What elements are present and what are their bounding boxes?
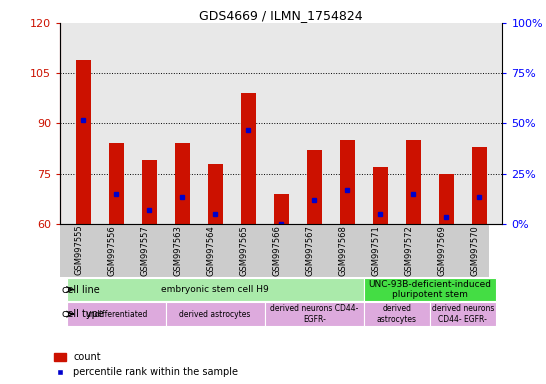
Text: GSM997557: GSM997557: [140, 225, 149, 276]
Bar: [406, 140, 420, 224]
Text: GSM997565: GSM997565: [239, 225, 248, 276]
Text: UNC-93B-deficient-induced
pluripotent stem: UNC-93B-deficient-induced pluripotent st…: [368, 280, 491, 299]
Text: GSM997568: GSM997568: [338, 225, 347, 276]
Bar: [76, 60, 91, 224]
Text: undifferentiated: undifferentiated: [85, 310, 147, 319]
Text: GSM997563: GSM997563: [173, 225, 182, 276]
Bar: [175, 144, 189, 224]
Bar: [430, 302, 496, 326]
Text: derived
astrocytes: derived astrocytes: [377, 305, 417, 324]
Bar: [165, 302, 265, 326]
Text: embryonic stem cell H9: embryonic stem cell H9: [161, 285, 269, 294]
Bar: [208, 164, 223, 224]
Text: derived astrocytes: derived astrocytes: [180, 310, 251, 319]
Text: GSM997556: GSM997556: [107, 225, 116, 276]
Bar: [439, 174, 454, 224]
Text: GSM997566: GSM997566: [272, 225, 281, 276]
Bar: [67, 278, 364, 301]
Bar: [274, 194, 289, 224]
Title: GDS4669 / ILMN_1754824: GDS4669 / ILMN_1754824: [199, 9, 363, 22]
Text: GSM997571: GSM997571: [371, 225, 380, 276]
Text: cell type: cell type: [62, 309, 104, 319]
Text: derived neurons
CD44- EGFR-: derived neurons CD44- EGFR-: [431, 305, 494, 324]
Text: GSM997569: GSM997569: [437, 225, 446, 276]
Bar: [142, 160, 157, 224]
Bar: [472, 147, 486, 224]
Text: GSM997567: GSM997567: [305, 225, 314, 276]
Bar: [241, 93, 256, 224]
Bar: [364, 278, 496, 301]
Bar: [109, 144, 123, 224]
Text: cell line: cell line: [62, 285, 99, 295]
Text: GSM997572: GSM997572: [404, 225, 413, 276]
Bar: [265, 302, 364, 326]
Bar: [67, 302, 165, 326]
Text: GSM997564: GSM997564: [206, 225, 215, 276]
Legend: count, percentile rank within the sample: count, percentile rank within the sample: [54, 353, 239, 377]
Text: GSM997555: GSM997555: [74, 225, 83, 275]
Text: derived neurons CD44-
EGFR-: derived neurons CD44- EGFR-: [270, 305, 358, 324]
Bar: [340, 140, 354, 224]
Bar: [307, 150, 322, 224]
Text: GSM997570: GSM997570: [470, 225, 479, 276]
Bar: [373, 167, 388, 224]
Bar: [364, 302, 430, 326]
